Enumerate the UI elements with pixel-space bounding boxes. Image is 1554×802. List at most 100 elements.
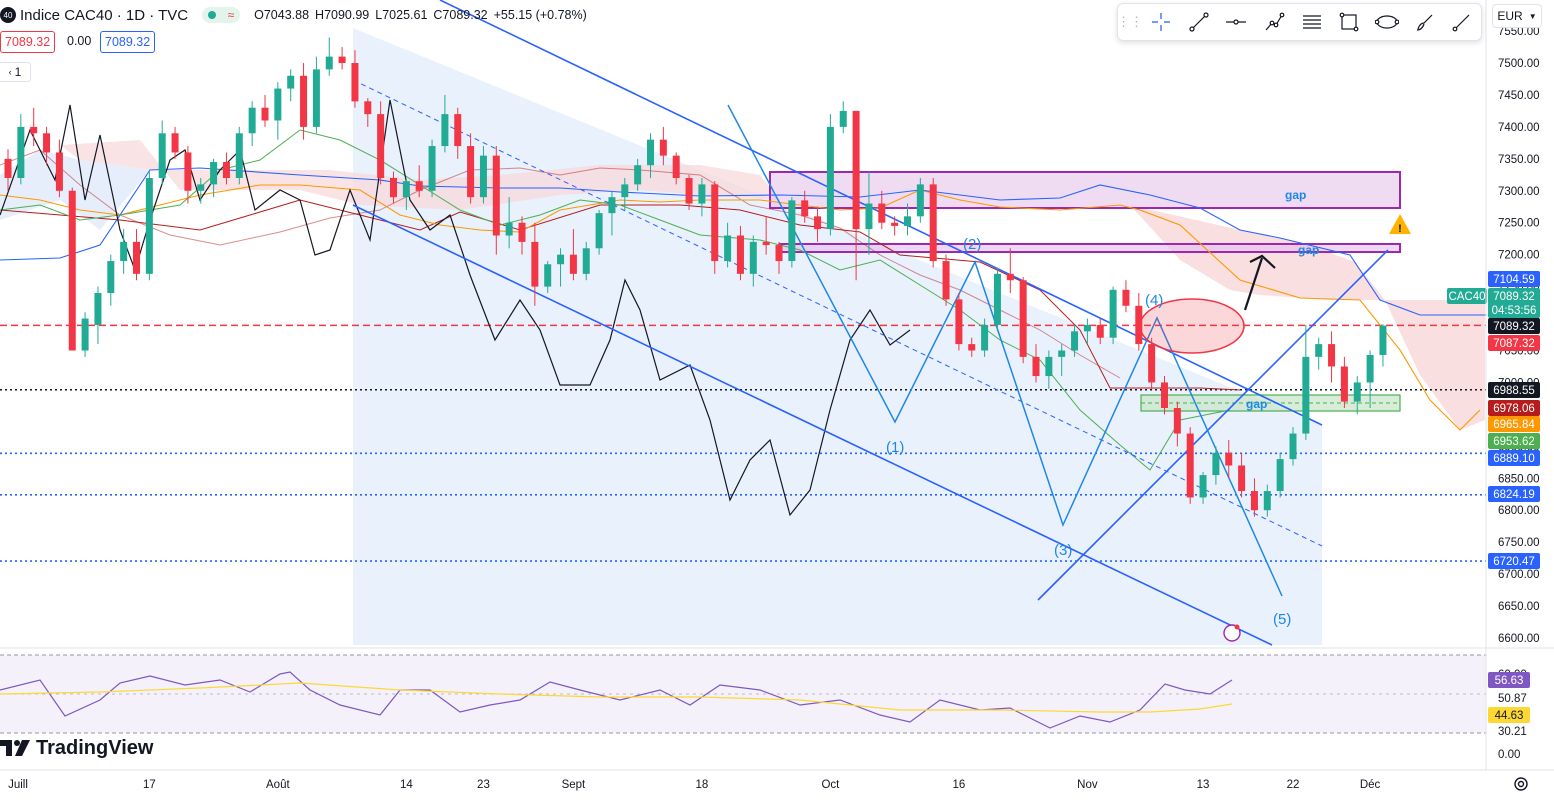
candle-body[interactable] (1122, 289, 1130, 306)
path-icon[interactable] (1255, 7, 1293, 37)
candle-body[interactable] (672, 155, 680, 178)
highlight-ellipse[interactable] (1139, 298, 1245, 354)
candle-body[interactable] (158, 133, 166, 178)
candle-body[interactable] (43, 133, 51, 153)
candle-body[interactable] (1340, 366, 1348, 402)
candle-body[interactable] (968, 344, 976, 351)
candle-body[interactable] (274, 88, 282, 121)
candle-body[interactable] (981, 324, 989, 351)
candle-body[interactable] (1353, 382, 1361, 402)
buy-button[interactable]: 7089.32 (100, 31, 156, 53)
candle-body[interactable] (544, 264, 552, 287)
candle-body[interactable] (1096, 324, 1104, 338)
candle-body[interactable] (1276, 459, 1284, 492)
ellipse-icon[interactable] (1368, 7, 1406, 37)
candle-body[interactable] (441, 114, 449, 147)
candle-body[interactable] (634, 165, 642, 185)
candle-body[interactable] (81, 318, 89, 351)
candle-body[interactable] (608, 197, 616, 214)
settings-gear-icon[interactable] (1511, 774, 1531, 794)
currency-select[interactable]: EUR ▼ (1492, 4, 1542, 28)
candle-body[interactable] (1083, 324, 1091, 332)
candle-body[interactable] (1225, 452, 1233, 466)
candle-body[interactable] (1045, 356, 1053, 377)
fib-icon[interactable] (1293, 7, 1331, 37)
candle-body[interactable] (993, 273, 1001, 325)
candle-body[interactable] (1315, 344, 1323, 357)
candle-body[interactable] (1135, 305, 1143, 345)
candle-body[interactable] (724, 235, 732, 262)
candle-body[interactable] (916, 184, 924, 217)
candle-body[interactable] (1238, 465, 1246, 492)
candle-body[interactable] (1148, 344, 1156, 383)
candle-body[interactable] (1109, 289, 1117, 338)
candle-body[interactable] (878, 203, 886, 223)
sell-button[interactable]: 7089.32 (0, 31, 56, 53)
candle-body[interactable] (1186, 433, 1194, 498)
candle-body[interactable] (865, 203, 873, 230)
candle-body[interactable] (261, 107, 269, 121)
candle-body[interactable] (1328, 344, 1336, 367)
crosshair-icon[interactable] (1142, 7, 1180, 37)
elliott-wave-path[interactable] (727, 104, 1283, 597)
candle-body[interactable] (1199, 475, 1207, 498)
candle-body[interactable] (814, 216, 822, 230)
candle-body[interactable] (505, 222, 513, 236)
market-status-toggle[interactable]: ≈ (202, 7, 241, 23)
horizontal-ray-icon[interactable] (1217, 7, 1255, 37)
candle-body[interactable] (891, 222, 899, 226)
candle-body[interactable] (402, 181, 410, 198)
candle-body[interactable] (428, 146, 436, 191)
candle-body[interactable] (17, 126, 25, 178)
rectangle-icon[interactable] (1330, 7, 1368, 37)
candle-body[interactable] (210, 162, 218, 185)
candle-body[interactable] (736, 235, 744, 274)
candle-body[interactable] (68, 190, 76, 351)
candle-body[interactable] (338, 56, 346, 63)
candle-body[interactable] (235, 133, 243, 178)
candle-body[interactable] (184, 152, 192, 191)
arrow-line[interactable] (1243, 257, 1264, 311)
candle-body[interactable] (454, 114, 462, 147)
warning-icon[interactable] (1389, 214, 1411, 234)
candle-body[interactable] (595, 213, 603, 249)
candle-body[interactable] (929, 184, 937, 262)
candle-body[interactable] (325, 56, 333, 70)
candle-body[interactable] (30, 126, 38, 134)
candle-body[interactable] (1161, 382, 1168, 408)
candle-body[interactable] (839, 110, 847, 127)
candle-body[interactable] (685, 178, 693, 204)
candle-body[interactable] (94, 293, 102, 325)
candle-body[interactable] (312, 69, 320, 127)
candle-body[interactable] (55, 152, 63, 191)
candle-body[interactable] (1250, 491, 1258, 511)
candle-body[interactable] (390, 178, 397, 198)
candle-body[interactable] (531, 241, 539, 287)
channel-lower-line[interactable] (352, 204, 1273, 646)
candle-body[interactable] (1302, 356, 1310, 434)
candle-body[interactable] (955, 299, 963, 345)
candle-body[interactable] (647, 139, 654, 166)
candle-body[interactable] (698, 184, 706, 204)
candle-body[interactable] (518, 222, 526, 242)
candle-body[interactable] (1212, 452, 1220, 476)
candle-body[interactable] (621, 184, 629, 198)
candle-body[interactable] (557, 254, 565, 265)
candle-body[interactable] (749, 241, 757, 274)
candle-body[interactable] (248, 107, 256, 134)
candle-body[interactable] (287, 75, 295, 89)
candle-body[interactable] (582, 248, 590, 274)
candle-body[interactable] (904, 216, 911, 226)
candle-body[interactable] (711, 184, 719, 262)
candle-body[interactable] (133, 241, 140, 274)
candle-body[interactable] (801, 200, 809, 217)
candle-body[interactable] (1032, 356, 1040, 377)
support-trend-line[interactable] (1037, 249, 1389, 601)
brush-icon[interactable] (1406, 7, 1444, 37)
candle-body[interactable] (1071, 331, 1079, 351)
candle-body[interactable] (492, 155, 500, 236)
candle-body[interactable] (1019, 280, 1027, 357)
candle-body[interactable] (659, 139, 667, 156)
candle-body[interactable] (1006, 273, 1014, 281)
pencil-icon[interactable] (1443, 7, 1481, 37)
